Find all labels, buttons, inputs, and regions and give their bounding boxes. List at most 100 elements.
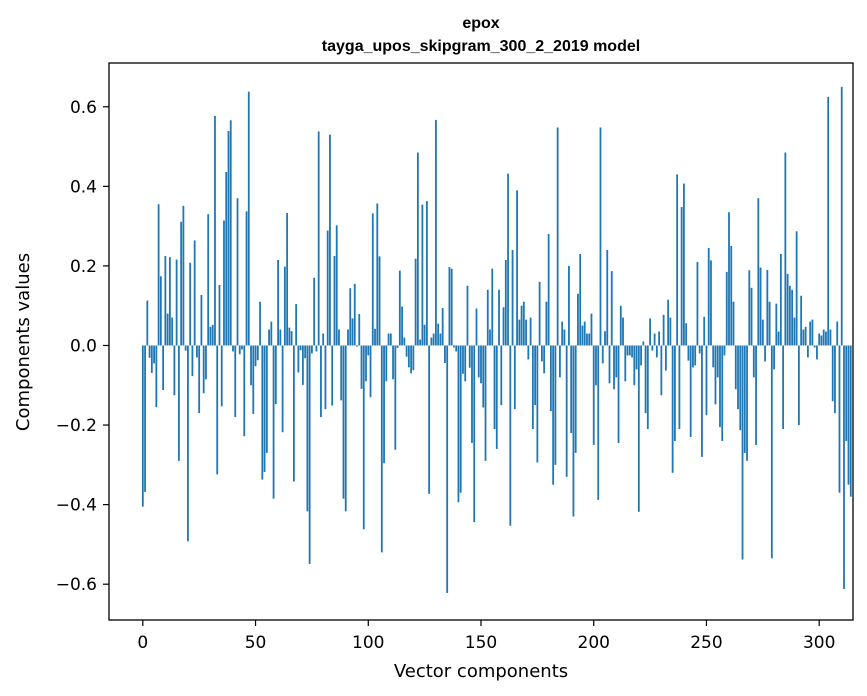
bar <box>597 345 600 500</box>
bar <box>662 314 665 346</box>
bar <box>518 319 521 346</box>
bar <box>317 131 320 346</box>
bar <box>653 333 656 346</box>
bar <box>757 198 760 346</box>
bar <box>241 345 243 350</box>
bar <box>369 345 372 398</box>
bar <box>689 345 692 437</box>
bar <box>177 345 180 461</box>
bar <box>552 345 555 485</box>
bar <box>392 345 394 380</box>
bar <box>673 345 676 441</box>
bar <box>809 321 812 346</box>
bar <box>615 345 618 378</box>
bar <box>421 204 424 346</box>
bar <box>511 249 514 346</box>
bar <box>234 345 237 418</box>
chart-title: epox <box>462 15 499 32</box>
bar <box>356 345 358 347</box>
bar <box>256 345 259 361</box>
bar <box>225 172 228 346</box>
bar <box>667 299 670 346</box>
bar <box>265 345 268 453</box>
bar <box>761 319 764 346</box>
y-tick-label: 0.2 <box>70 257 97 277</box>
bar <box>218 285 221 346</box>
bar <box>401 306 403 346</box>
x-axis-ticks: 0 50 100 150 200 250 300 <box>137 620 835 653</box>
bar <box>283 266 286 346</box>
bar <box>162 345 165 391</box>
bar <box>737 345 739 410</box>
bar <box>313 277 316 346</box>
bar <box>556 127 559 346</box>
bar <box>525 319 527 346</box>
bar <box>466 285 469 346</box>
bar <box>755 345 757 445</box>
bar <box>416 152 419 346</box>
bar <box>802 329 805 346</box>
bar <box>272 345 275 499</box>
bar <box>590 313 593 346</box>
bar <box>378 256 381 346</box>
bar <box>141 345 144 507</box>
bar <box>277 259 279 346</box>
bar <box>202 345 205 394</box>
bar <box>843 345 845 589</box>
bar <box>834 345 836 414</box>
bar <box>457 345 460 503</box>
bar <box>353 283 356 346</box>
bar <box>559 345 561 378</box>
bar <box>189 262 192 346</box>
bar <box>259 301 261 346</box>
bar <box>301 345 304 385</box>
bar <box>637 345 640 512</box>
bar <box>187 345 189 542</box>
bar <box>522 301 525 346</box>
bar <box>520 305 523 346</box>
bar <box>450 268 453 346</box>
bar <box>295 304 298 346</box>
bar <box>538 281 541 346</box>
bar <box>455 345 458 352</box>
bar <box>705 345 708 416</box>
bar <box>320 345 322 418</box>
bar <box>376 203 379 346</box>
bar <box>613 345 615 390</box>
bar <box>297 345 300 373</box>
bar <box>311 345 313 354</box>
bar <box>270 321 273 346</box>
bar <box>182 205 185 346</box>
x-axis-label: Vector components <box>394 661 568 682</box>
bar <box>504 259 507 346</box>
bar <box>807 345 809 358</box>
bar <box>554 345 557 465</box>
y-axis-ticks: −0.6 −0.4 −0.2 0.0 0.2 0.4 0.6 <box>56 98 109 595</box>
bar <box>410 345 413 374</box>
bar <box>171 317 174 346</box>
bar <box>464 345 467 382</box>
bar <box>723 345 726 356</box>
bar <box>299 345 302 351</box>
bar <box>606 249 609 346</box>
bar <box>166 313 169 346</box>
bar <box>583 321 586 346</box>
x-tick-label: 200 <box>578 633 610 653</box>
bar <box>770 345 773 559</box>
y-tick-label: 0.4 <box>70 177 97 197</box>
bar <box>509 345 512 526</box>
bar <box>405 345 408 357</box>
bar <box>829 329 832 346</box>
bar <box>622 317 624 346</box>
bar <box>849 345 852 497</box>
bar <box>721 345 724 441</box>
bar <box>200 294 203 346</box>
bar <box>680 207 683 346</box>
bar <box>626 345 629 356</box>
bar <box>664 345 667 371</box>
bar <box>344 345 347 512</box>
bar <box>493 345 496 430</box>
bar <box>245 211 248 346</box>
bar <box>184 345 187 351</box>
bar <box>196 345 198 358</box>
